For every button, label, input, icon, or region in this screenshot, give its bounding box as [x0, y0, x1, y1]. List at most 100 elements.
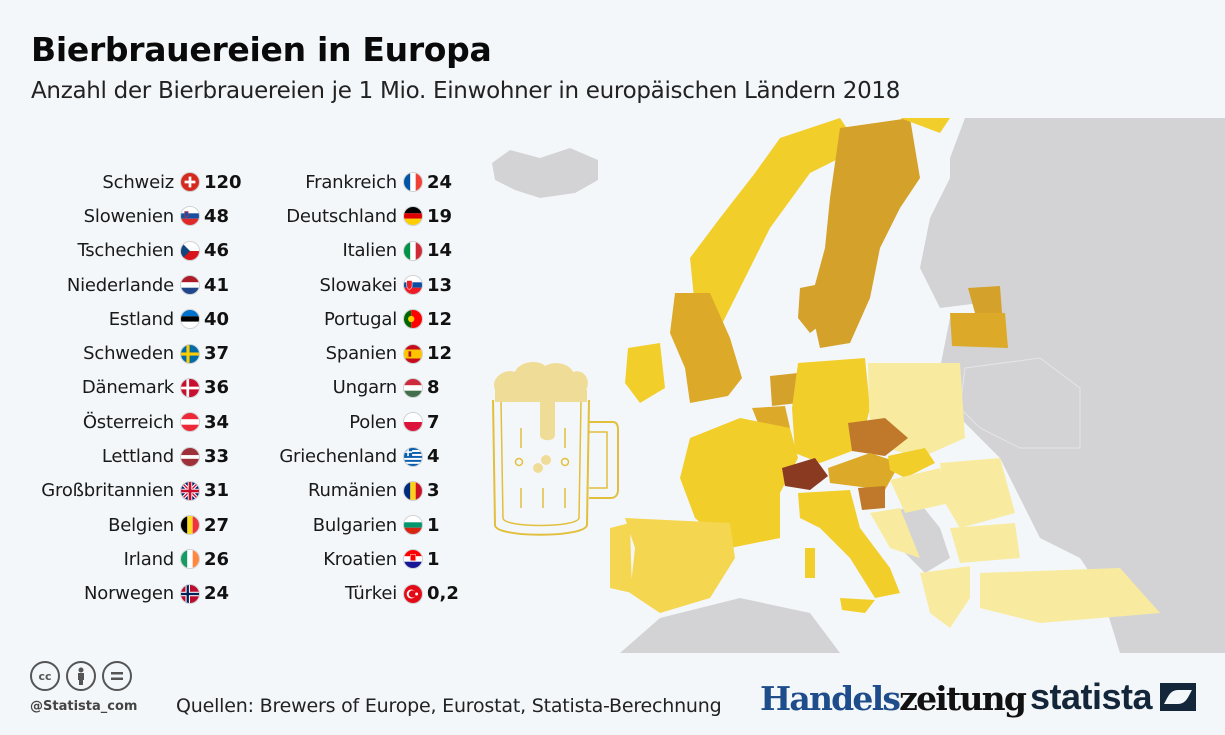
flag-gb-icon: [180, 480, 200, 501]
brewery-count: 19: [427, 205, 453, 227]
country-row: Schweiz 120: [20, 165, 242, 199]
country-row: Österreich 34: [20, 405, 242, 439]
brewery-count: 3: [427, 480, 440, 502]
brewery-count: 4: [427, 446, 440, 468]
country-name: Niederlande: [66, 274, 174, 296]
country-row: Belgien 27: [20, 508, 242, 542]
map-denmark: [798, 283, 830, 333]
country-name: Polen: [349, 411, 397, 433]
brewery-count: 1: [427, 514, 440, 536]
flag-ch-icon: [180, 172, 200, 193]
flag-bg-icon: [403, 515, 423, 536]
country-row: Lettland 33: [20, 439, 242, 473]
country-name: Österreich: [82, 411, 174, 433]
country-row: Bulgarien 1: [255, 508, 465, 542]
map-north-africa: [620, 598, 840, 653]
country-name: Italien: [342, 240, 398, 262]
country-row: Slowenien 48: [20, 199, 242, 233]
country-name: Lettland: [101, 446, 174, 468]
logo-hz-part2: zeitung: [899, 679, 1027, 718]
map-czechia: [848, 418, 908, 456]
flag-es-icon: [403, 343, 423, 364]
flag-hr-icon: [403, 549, 423, 570]
country-list-right: Frankreich 24 Deutschland 19 Italien 14 Slowak…: [255, 165, 465, 611]
flag-lv-icon: [180, 446, 200, 467]
brewery-count: 7: [427, 411, 440, 433]
map-hungary: [890, 468, 950, 513]
country-name: Schweiz: [102, 171, 174, 193]
flag-de-icon: [403, 206, 423, 227]
flag-ro-icon: [403, 480, 423, 501]
flag-sk-icon: [403, 275, 423, 296]
country-name: Großbritannien: [41, 480, 174, 502]
brewery-count: 14: [427, 240, 453, 262]
country-name: Slowenien: [83, 205, 175, 227]
handelszeitung-logo: Handelszeitung: [760, 679, 1027, 718]
map-italy: [798, 490, 900, 598]
map-greece: [920, 566, 970, 628]
country-name: Ungarn: [332, 377, 398, 399]
map-ireland: [625, 343, 665, 403]
logo-hz-part1: Handels: [760, 679, 901, 718]
statista-logo: statista: [1030, 676, 1197, 718]
flag-no-icon: [180, 583, 200, 604]
brewery-count: 31: [204, 480, 230, 502]
chart-subtitle: Anzahl der Bierbrauereien je 1 Mio. Einw…: [31, 78, 901, 104]
flag-nl-icon: [180, 275, 200, 296]
country-name: Schweden: [83, 343, 174, 365]
map-netherlands: [770, 373, 798, 406]
brewery-count: 12: [427, 343, 453, 365]
brewery-count: 13: [427, 274, 453, 296]
country-list-left: Schweiz 120 Slowenien 48 Tschechien 46 Niederl…: [20, 165, 242, 611]
map-croatia: [870, 508, 920, 558]
country-name: Griechenland: [279, 446, 397, 468]
map-estonia: [968, 286, 1002, 313]
flag-at-icon: [180, 412, 200, 433]
country-row: Estland 40: [20, 302, 242, 336]
country-name: Belgien: [108, 514, 174, 536]
map-switzerland: [782, 458, 828, 490]
country-row: Portugal 12: [255, 302, 465, 336]
map-iceland: [492, 148, 598, 198]
country-name: Kroatien: [323, 548, 397, 570]
country-row: Schweden 37: [20, 336, 242, 370]
cc-icon: cc: [30, 661, 60, 691]
map-portugal: [610, 523, 632, 593]
country-name: Norwegen: [84, 583, 174, 605]
brewery-count: 40: [204, 308, 230, 330]
country-row: Dänemark 36: [20, 371, 242, 405]
map-latvia: [950, 313, 1008, 348]
country-row: Ungarn 8: [255, 371, 465, 405]
map-sweden: [810, 118, 920, 348]
statista-wordmark: statista: [1030, 676, 1153, 717]
country-name: Tschechien: [77, 240, 174, 262]
flag-dk-icon: [180, 377, 200, 398]
country-row: Spanien 12: [255, 336, 465, 370]
map-finland: [920, 123, 1020, 308]
brewery-count: 33: [204, 446, 230, 468]
brewery-count: 46: [204, 240, 230, 262]
brewery-count: 0,2: [427, 583, 459, 605]
flag-gr-icon: [403, 446, 423, 467]
country-name: Irland: [123, 548, 175, 570]
statista-logo-icon: [1160, 683, 1197, 711]
map-austria: [828, 453, 900, 490]
country-row: Großbritannien 31: [20, 474, 242, 508]
country-name: Türkei: [345, 583, 397, 605]
sources-text: Quellen: Brewers of Europe, Eurostat, St…: [176, 695, 722, 717]
country-name: Estland: [108, 308, 174, 330]
brewery-count: 8: [427, 377, 440, 399]
brewery-count: 37: [204, 343, 230, 365]
flag-pl-icon: [403, 412, 423, 433]
country-row: Kroatien 1: [255, 542, 465, 576]
country-row: Irland 26: [20, 542, 242, 576]
map-sardinia: [805, 548, 815, 578]
country-row: Deutschland 19: [255, 199, 465, 233]
flag-be-icon: [180, 515, 200, 536]
cc-by-icon: [66, 661, 96, 691]
brewery-count: 34: [204, 411, 230, 433]
map-slovenia: [858, 486, 885, 510]
country-name: Deutschland: [286, 205, 397, 227]
country-name: Bulgarien: [312, 514, 398, 536]
country-name: Portugal: [324, 308, 397, 330]
